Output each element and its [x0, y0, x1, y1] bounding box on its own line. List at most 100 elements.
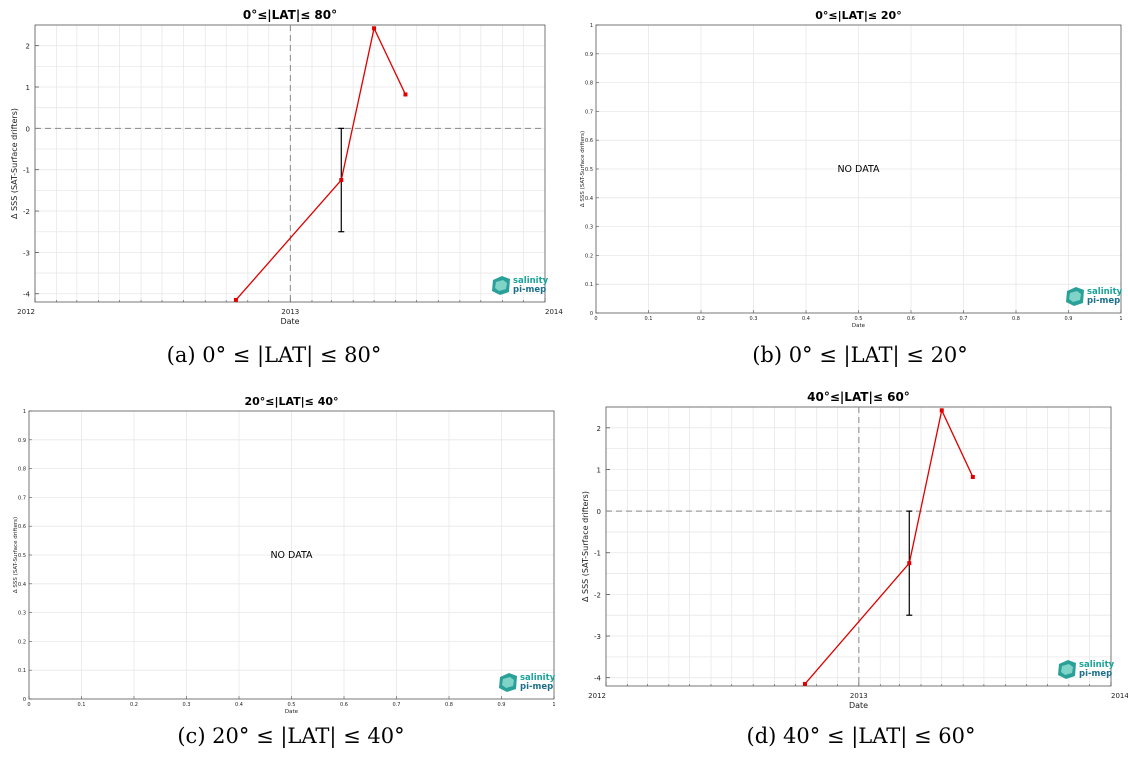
x-tick-label: 0.3	[750, 316, 758, 322]
y-tick-label: 0	[26, 125, 30, 133]
series-line	[804, 408, 974, 685]
logo-text-salinity: salinity	[1079, 660, 1115, 670]
x-axis-label: Date	[849, 701, 868, 710]
x-tick-label: 0.1	[645, 316, 653, 322]
logo-mark-highlight-icon	[1069, 291, 1081, 302]
logo-text-pi-mep: pi-mep	[1087, 296, 1120, 306]
x-tick-label: 2013	[281, 308, 299, 316]
x-tick-label: 2014	[545, 308, 563, 316]
y-tick-label: 0.1	[18, 668, 26, 674]
y-tick-label: 0	[590, 311, 593, 317]
y-tick-label: 0.6	[585, 138, 593, 144]
x-tick-label: 1	[1119, 316, 1122, 322]
chart-title: 0°≤|LAT|≤ 20°	[815, 9, 901, 22]
x-tick-label: 2013	[850, 692, 868, 700]
data-point	[939, 408, 944, 413]
data-point	[970, 474, 975, 479]
y-tick-label: 0	[597, 508, 601, 516]
chart-title: 40°≤|LAT|≤ 60°	[807, 390, 910, 404]
x-tick-label: 0.6	[907, 316, 915, 322]
x-tick-label: 0.8	[1012, 316, 1020, 322]
series-line	[235, 26, 407, 301]
y-tick-label: 0.4	[585, 196, 593, 202]
y-tick-label: 0	[23, 697, 26, 703]
y-axis-label: Δ SSS (SAT-Surface drifters)	[10, 108, 19, 219]
no-data-label: NO DATA	[270, 550, 313, 561]
y-tick-label: 2	[597, 425, 601, 433]
logo-text-pi-mep: pi-mep	[1079, 669, 1112, 679]
y-tick-label: 0.3	[585, 225, 593, 231]
y-tick-label: -2	[23, 208, 30, 216]
logo-text-salinity: salinity	[513, 276, 549, 286]
x-tick-label: 0	[27, 702, 30, 708]
x-axis-label: Date	[280, 317, 299, 326]
y-tick-label: 0.1	[585, 282, 593, 288]
x-tick-label: 1	[552, 702, 555, 708]
grid	[596, 25, 1121, 313]
y-tick-label: -1	[23, 167, 30, 175]
chart-panel-1: 00 0.1 0.1 0.2 0.2 0.3 0.3 0.4 0.4 0.5 0.5 0.6 0.6 0.…	[580, 9, 1123, 329]
y-tick-label: 1	[597, 466, 601, 474]
chart-title: 20°≤|LAT|≤ 40°	[244, 395, 338, 408]
x-tick-label: 0.5	[855, 316, 863, 322]
x-tick-label: 0.9	[1065, 316, 1073, 322]
x-tick-label: 0.2	[130, 702, 138, 708]
chart-panel-0: 2012 2013 2014 -4 -3 -2 -1 0 1 2 Date Δ SSS (SAT-Su…	[10, 8, 563, 326]
y-tick-label: 0.2	[18, 639, 26, 645]
y-axis-label: Δ SSS (SAT-Surface drifters)	[13, 517, 19, 593]
y-axis-label: Δ SSS (SAT-Surface drifters)	[580, 131, 586, 207]
logo-text-salinity: salinity	[520, 673, 556, 683]
y-tick-label: -2	[594, 591, 601, 599]
caption-d: (d) 40° ≤ |LAT| ≤ 60°	[746, 724, 976, 748]
y-tick-label: 0.6	[18, 524, 26, 530]
x-tick-label: 2014	[1111, 692, 1128, 700]
y-tick-label: 0.3	[18, 611, 26, 617]
caption-b: (b) 0° ≤ |LAT| ≤ 20°	[752, 343, 968, 367]
y-tick-label: 0.4	[18, 582, 26, 588]
y-tick-label: -3	[594, 633, 601, 641]
chart-title: 0°≤|LAT|≤ 80°	[243, 8, 337, 22]
logo-text-pi-mep: pi-mep	[520, 682, 553, 692]
y-tick-label: -4	[594, 675, 602, 683]
y-tick-label: 2	[26, 43, 30, 51]
y-tick-label: 0.8	[18, 467, 26, 473]
x-tick-label: 0.2	[697, 316, 705, 322]
x-tick-label: 0.4	[802, 316, 810, 322]
caption-c: (c) 20° ≤ |LAT| ≤ 40°	[177, 724, 405, 748]
x-tick-label: 0.4	[235, 702, 243, 708]
y-tick-label: 0.7	[18, 495, 26, 501]
chart-panel-2: 00 0.1 0.1 0.2 0.2 0.3 0.3 0.4 0.4 0.5 0.5 0.6 0.6 0.…	[13, 395, 556, 715]
x-tick-label: 0	[594, 316, 597, 322]
x-tick-label: 0.9	[498, 702, 506, 708]
y-tick-label: 0.5	[585, 167, 593, 173]
y-tick-label: 0.8	[585, 81, 593, 87]
x-tick-label: 2012	[588, 692, 606, 700]
data-point	[372, 26, 377, 31]
y-tick-label: -1	[594, 550, 601, 558]
logo-mark-highlight-icon	[1061, 664, 1073, 675]
x-tick-label: 0.3	[183, 702, 191, 708]
x-axis-label: Date	[852, 323, 866, 329]
x-tick-label: 0.7	[393, 702, 401, 708]
y-tick-label: -4	[23, 291, 31, 299]
chart-panel-3: 2012 2013 2014 -4 -3 -2 -1 0 1 2 Date Δ SSS (SAT-Su…	[581, 390, 1128, 710]
y-axis-label: Δ SSS (SAT-Surface drifters)	[581, 491, 590, 602]
y-tick-label: 1	[23, 409, 26, 415]
y-tick-label: 0.9	[18, 438, 26, 444]
y-tick-label: 1	[26, 84, 30, 92]
data-point	[403, 92, 408, 97]
y-tick-label: -3	[23, 249, 30, 257]
y-tick-label: 0.9	[585, 52, 593, 58]
y-tick-label: 0.5	[18, 553, 26, 559]
y-tick-label: 1	[590, 23, 593, 29]
y-tick-label: 0.2	[585, 253, 593, 259]
y-tick-label: 0.7	[585, 109, 593, 115]
caption-a: (a) 0° ≤ |LAT| ≤ 80°	[166, 343, 382, 367]
x-tick-label: 0.1	[78, 702, 86, 708]
no-data-label: NO DATA	[837, 164, 880, 175]
data-point	[339, 178, 344, 183]
